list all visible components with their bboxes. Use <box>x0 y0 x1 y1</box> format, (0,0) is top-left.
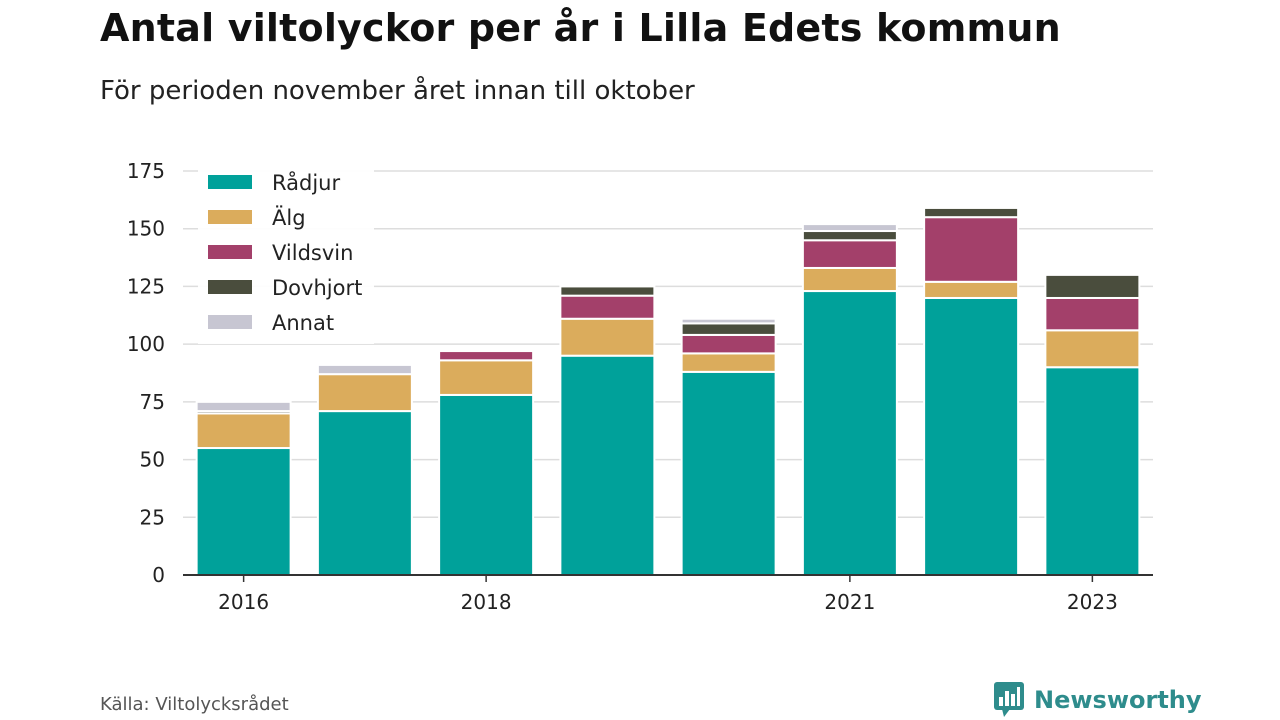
bar-segment-älg <box>923 280 1020 299</box>
source-note: Källa: Viltolycksrådet <box>100 694 289 715</box>
x-tick-label: 2018 <box>461 590 512 614</box>
y-tick-label: 0 <box>152 563 165 587</box>
x-tick-label: 2023 <box>1067 590 1118 614</box>
bar-segment-rådjur <box>1044 366 1141 576</box>
legend-label: Vildsvin <box>272 241 353 265</box>
y-tick-label: 50 <box>140 448 165 472</box>
bar-segment-vildsvin <box>1044 296 1141 332</box>
legend-swatch <box>208 315 252 329</box>
legend-swatch <box>208 280 252 294</box>
legend-label: Annat <box>272 311 334 335</box>
legend-swatch <box>208 245 252 259</box>
y-tick-label: 75 <box>140 390 165 414</box>
bar-segment-annat <box>195 400 292 413</box>
chart-title: Antal viltolyckor per år i Lilla Edets k… <box>100 6 1061 50</box>
legend-swatch <box>208 210 252 224</box>
brand-name: Newsworthy <box>1034 686 1202 714</box>
bar-segment-rådjur <box>316 410 413 576</box>
bar-segment-dovhjort <box>1044 273 1141 299</box>
bar-segment-vildsvin <box>801 239 898 269</box>
y-tick-label: 175 <box>127 159 165 183</box>
bar-segment-älg <box>438 359 535 396</box>
bar-segment-älg <box>195 412 292 450</box>
bar-segment-rådjur <box>680 370 777 576</box>
bar-segment-älg <box>801 266 898 293</box>
bar-segment-dovhjort <box>680 322 777 336</box>
bar-segment-rådjur <box>559 354 656 576</box>
bar-segment-vildsvin <box>559 294 656 320</box>
bar-segment-rådjur <box>923 296 1020 576</box>
y-tick-label: 125 <box>127 274 165 298</box>
brand-logo: Newsworthy <box>994 682 1202 718</box>
legend-label: Dovhjort <box>272 276 362 300</box>
bar-segment-älg <box>1044 329 1141 369</box>
bar-segment-vildsvin <box>923 216 1020 283</box>
bar-chart-speech-bubble-icon <box>994 682 1024 717</box>
bar-segment-dovhjort <box>801 230 898 242</box>
y-tick-label: 150 <box>127 217 165 241</box>
x-tick-label: 2016 <box>218 590 269 614</box>
bar-segment-annat <box>801 223 898 233</box>
y-tick-label: 100 <box>127 332 165 356</box>
legend-label: Älg <box>272 205 306 230</box>
bar-segment-älg <box>680 352 777 373</box>
x-tick-label: 2021 <box>824 590 875 614</box>
bar-segment-dovhjort <box>559 285 656 297</box>
bar-segment-rådjur <box>195 447 292 576</box>
chart-subtitle: För perioden november året innan till ok… <box>100 76 695 106</box>
bar-segment-vildsvin <box>680 333 777 355</box>
y-tick-label: 25 <box>140 505 165 529</box>
legend-label: Rådjur <box>272 170 340 195</box>
bar-segment-annat <box>680 317 777 325</box>
legend-swatch <box>208 175 252 189</box>
bar-segment-älg <box>316 373 413 413</box>
bar-segment-älg <box>559 317 656 357</box>
bar-segment-rådjur <box>801 290 898 576</box>
bar-segment-annat <box>316 363 413 376</box>
bar-segment-vildsvin <box>438 350 535 362</box>
bar-segment-dovhjort <box>923 206 1020 219</box>
bar-segment-rådjur <box>438 393 535 576</box>
